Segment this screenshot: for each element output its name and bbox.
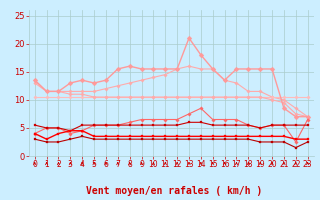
Text: Vent moyen/en rafales ( km/h ): Vent moyen/en rafales ( km/h ) <box>86 186 262 196</box>
